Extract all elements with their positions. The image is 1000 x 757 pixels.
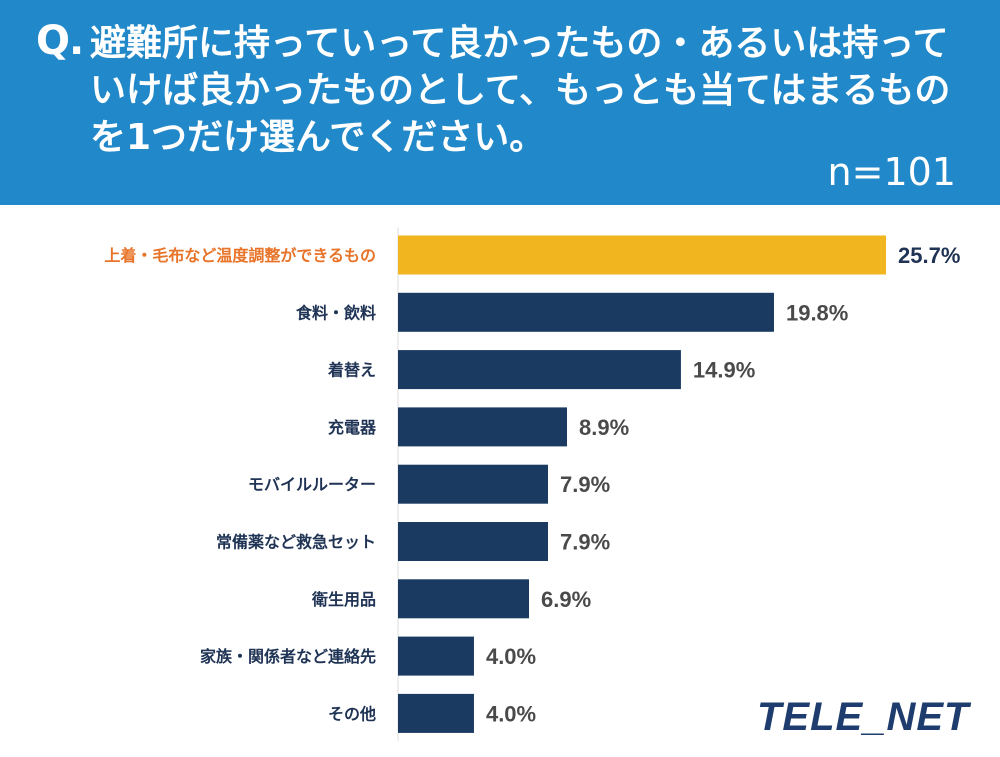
category-label: 着替え xyxy=(327,361,376,380)
category-label: 上着・毛布など温度調整ができるもの xyxy=(104,246,376,265)
value-label: 7.9% xyxy=(560,472,610,497)
question-text: 避難所に持っていって良かったもの・あるいは持っていけば良かったものとして、もっと… xyxy=(90,23,951,158)
sample-size: n=101 xyxy=(827,150,956,194)
bar xyxy=(398,693,474,733)
category-label: 家族・関係者など連絡先 xyxy=(200,647,376,666)
value-label: 8.9% xyxy=(579,415,629,440)
category-label: 衛生用品 xyxy=(311,590,376,609)
value-label: 6.9% xyxy=(541,587,591,612)
bar xyxy=(398,235,886,275)
value-label: 25.7% xyxy=(898,243,960,268)
category-label: 食料・飲料 xyxy=(295,303,376,322)
category-label: 充電器 xyxy=(328,418,377,437)
bar-chart: 上着・毛布など温度調整ができるもの 25.7% 食料・飲料 19.8% 着替え 14.9%… xyxy=(104,227,960,741)
category-label: その他 xyxy=(328,704,376,723)
value-label: 14.9% xyxy=(693,358,755,383)
bar xyxy=(398,579,530,619)
question-header: Q. 避難所に持っていって良かったもの・あるいは持っていけば良かったものとして、… xyxy=(0,0,1000,205)
bar xyxy=(398,464,549,504)
value-label: 7.9% xyxy=(560,530,610,555)
svg-text:TELE_NET: TELE_NET xyxy=(757,695,972,739)
category-label: 常備薬など救急セット xyxy=(216,533,376,552)
bar xyxy=(398,636,474,676)
value-label: 19.8% xyxy=(786,300,848,325)
bar xyxy=(398,522,549,561)
category-label: モバイルルーター xyxy=(248,475,376,494)
bar xyxy=(398,292,774,332)
bar xyxy=(398,350,681,390)
question-mark: Q. xyxy=(36,18,84,64)
telenet-logo: TELE_NET xyxy=(757,695,972,739)
value-label: 4.0% xyxy=(486,701,536,726)
bar xyxy=(398,407,567,447)
value-label: 4.0% xyxy=(486,644,536,669)
